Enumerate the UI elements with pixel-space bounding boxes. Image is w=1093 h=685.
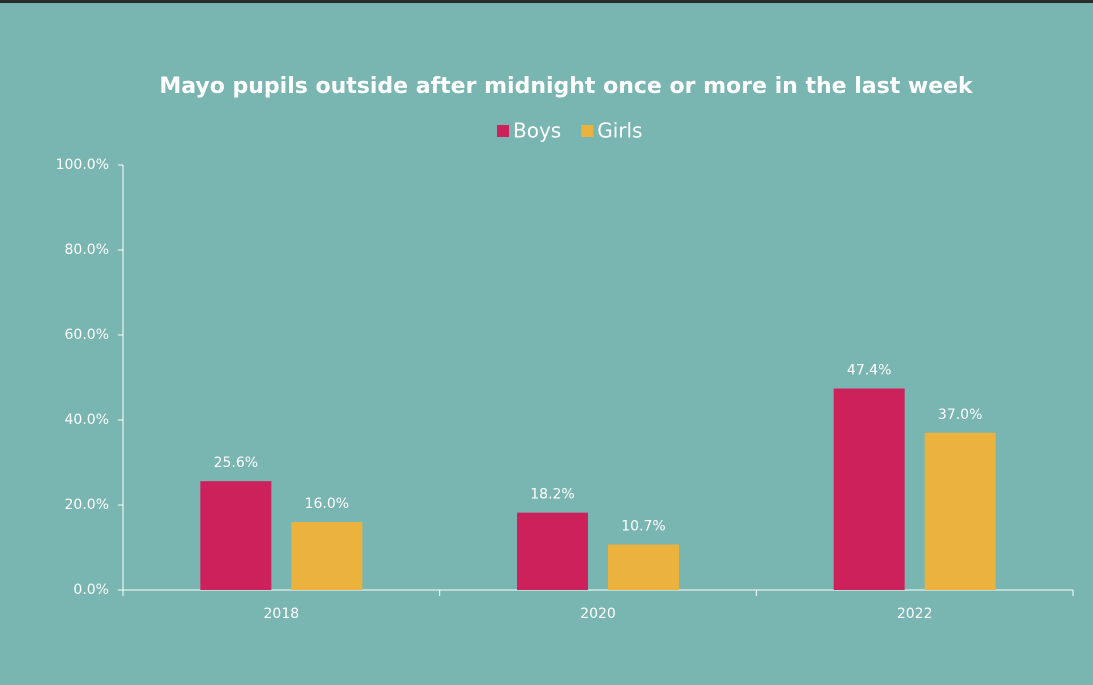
bar xyxy=(291,522,363,590)
data-label: 18.2% xyxy=(530,487,574,503)
data-label: 25.6% xyxy=(214,455,258,471)
x-tick-label: 2022 xyxy=(897,606,933,622)
legend-swatch xyxy=(581,125,594,137)
data-label: 47.4% xyxy=(847,363,891,379)
bar xyxy=(200,481,272,590)
chart-title: Mayo pupils outside after midnight once … xyxy=(159,74,974,99)
y-tick-label: 20.0% xyxy=(65,497,109,513)
x-tick-label: 2020 xyxy=(580,606,616,622)
y-tick-label: 100.0% xyxy=(56,157,109,173)
bar xyxy=(924,432,996,590)
y-tick-label: 80.0% xyxy=(65,242,109,258)
data-label: 10.7% xyxy=(621,519,665,535)
y-tick-label: 0.0% xyxy=(73,582,109,598)
data-label: 37.0% xyxy=(938,407,982,423)
legend-swatch xyxy=(497,125,509,137)
bar xyxy=(517,512,588,590)
top-border xyxy=(0,0,1093,3)
legend-label: Boys xyxy=(513,119,561,143)
legend-label: Girls xyxy=(597,119,642,143)
bar xyxy=(608,544,679,590)
x-tick-label: 2018 xyxy=(264,606,300,622)
y-tick-label: 60.0% xyxy=(65,327,109,343)
y-tick-label: 40.0% xyxy=(65,412,109,428)
data-label: 16.0% xyxy=(305,496,349,512)
bar xyxy=(833,388,905,590)
